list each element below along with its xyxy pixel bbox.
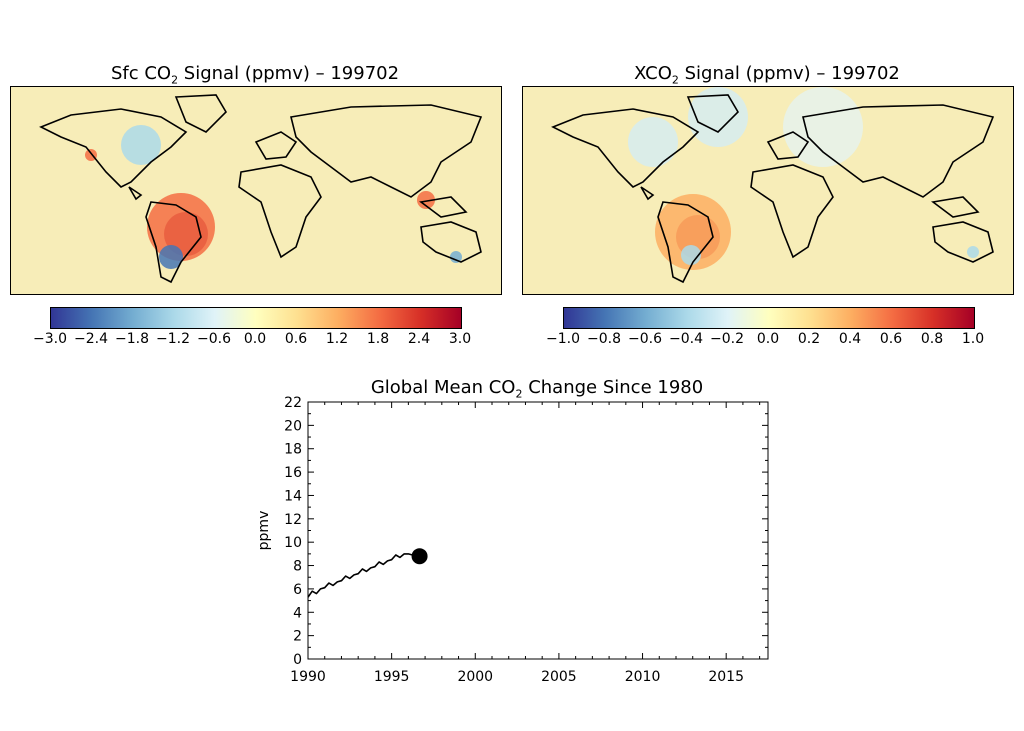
coastline	[932, 221, 994, 263]
y-tick-label: 0	[293, 652, 302, 668]
coastline	[766, 131, 810, 160]
colorbar-tick-label: −1.0	[546, 331, 580, 347]
colorbar-tick-label: −0.2	[710, 331, 744, 347]
colorbar-tick-label: 0.4	[838, 331, 862, 347]
world-map	[523, 87, 1013, 294]
colorbar-tick-label: 1.8	[366, 331, 390, 347]
coastline	[420, 221, 482, 263]
coastline	[640, 186, 655, 201]
plot-frame	[307, 401, 769, 660]
signal-anomaly-patch	[450, 251, 462, 263]
colorbar-tick-label: −2.4	[74, 331, 108, 347]
colorbar-tick-label: 0.2	[797, 331, 821, 347]
signal-anomaly-patch	[681, 245, 701, 265]
colorbar-tick-label: −1.2	[156, 331, 190, 347]
y-tick-label: 12	[284, 512, 302, 528]
colorbar-tick-label: −3.0	[33, 331, 67, 347]
x-tick-label: 2010	[625, 669, 661, 685]
right-map-title: XCO2 Signal (ppmv) – 199702	[634, 63, 900, 87]
colorbar-tick-label: −1.8	[115, 331, 149, 347]
colorbar-tick-label: −0.8	[587, 331, 621, 347]
y-tick-label: 16	[284, 465, 302, 481]
x-tick-label: 2000	[457, 669, 493, 685]
y-tick-label: 14	[284, 488, 302, 504]
current-value-marker	[411, 548, 428, 565]
coastline	[750, 164, 834, 259]
signal-anomaly-patch	[783, 87, 863, 167]
colorbar-tick-label: 0.6	[879, 331, 903, 347]
timeseries-title: Global Mean CO2 Change Since 1980	[370, 377, 704, 401]
colorbar-tick-label: 0.0	[243, 331, 267, 347]
coastline	[686, 94, 740, 133]
left-colorbar	[50, 307, 462, 329]
coastline	[254, 131, 298, 160]
colorbar-tick-label: 2.4	[407, 331, 431, 347]
right-map-panel	[522, 86, 1014, 295]
colorbar-tick-label: −0.4	[669, 331, 703, 347]
x-tick-label: 1990	[290, 669, 326, 685]
coastline	[802, 104, 995, 198]
y-tick-label: 22	[284, 395, 302, 411]
signal-anomaly-patch	[147, 193, 215, 261]
colorbar-tick-label: −0.6	[197, 331, 231, 347]
right-colorbar	[563, 307, 975, 329]
series-line	[307, 553, 420, 598]
coastline	[39, 108, 188, 188]
coastline	[128, 186, 143, 201]
colorbar-tick-label: 1.0	[961, 331, 985, 347]
coastline	[931, 196, 980, 218]
colorbar-tick-label: 0.8	[920, 331, 944, 347]
world-map	[11, 87, 501, 294]
colorbar-tick-label: −0.6	[628, 331, 662, 347]
colorbar-tick-label: 0.0	[756, 331, 780, 347]
colorbar-tick-label: 0.6	[284, 331, 308, 347]
coastline	[657, 201, 714, 284]
left-map-title: Sfc CO2 Signal (ppmv) – 199702	[110, 63, 400, 87]
coastline	[551, 108, 700, 188]
x-tick-label: 2005	[541, 669, 577, 685]
y-tick-label: 18	[284, 442, 302, 458]
x-tick-label: 1995	[374, 669, 410, 685]
coastline	[145, 201, 202, 284]
x-tick-label: 2015	[708, 669, 744, 685]
signal-anomaly-patch	[967, 246, 979, 258]
coastline	[290, 104, 483, 198]
y-tick-label: 8	[293, 559, 302, 575]
signal-anomaly-patch	[628, 117, 678, 167]
colorbar-tick-label: 3.0	[448, 331, 472, 347]
y-tick-label: 4	[293, 605, 302, 621]
signal-anomaly-patch	[655, 194, 731, 270]
y-tick-label: 2	[293, 629, 302, 645]
signal-anomaly-patch	[121, 125, 161, 165]
y-tick-label: 6	[293, 582, 302, 598]
y-tick-label: 20	[284, 418, 302, 434]
coastline	[238, 164, 322, 259]
signal-anomaly-patch	[159, 245, 183, 269]
y-tick-label: 10	[284, 535, 302, 551]
y-axis-label: ppmv	[256, 511, 272, 551]
signal-anomaly-patch	[417, 191, 435, 209]
left-map-panel	[10, 86, 502, 295]
colorbar-tick-label: 1.2	[325, 331, 349, 347]
coastline	[174, 94, 228, 133]
coastline	[419, 196, 468, 218]
